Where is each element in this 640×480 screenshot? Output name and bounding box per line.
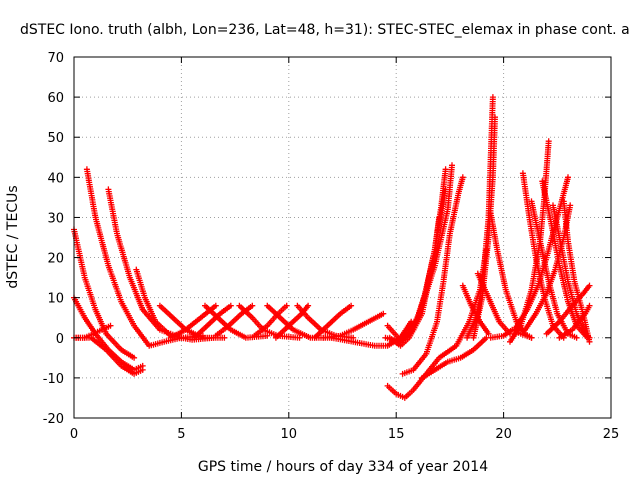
track-markers [519, 170, 567, 341]
x-tick-label: 25 [603, 427, 620, 442]
x-tick-label: 0 [70, 427, 78, 442]
track-markers [511, 174, 571, 333]
satellite-track [522, 202, 574, 333]
track-markers [474, 270, 513, 337]
satellite-track [511, 174, 571, 333]
track-markers [167, 302, 219, 341]
track-markers [556, 302, 593, 341]
satellite-track [556, 302, 593, 341]
y-tick-label: -10 [43, 372, 64, 387]
satellite-track [212, 302, 256, 339]
track-markers [83, 166, 185, 349]
satellite-track [399, 174, 466, 377]
y-tick-label: 20 [47, 252, 64, 267]
axes: 0 5 10 15 20 25 -20 -10 0 10 20 30 40 50 60 70 [43, 51, 620, 442]
satellite-track [543, 282, 593, 337]
track-markers [399, 174, 466, 377]
satellite-track [386, 186, 449, 349]
track-markers [212, 302, 256, 339]
track-markers [419, 334, 490, 381]
x-tick-label: 10 [281, 427, 298, 442]
track-markers [543, 282, 593, 337]
track-markers [311, 302, 355, 341]
y-tick-label: -20 [43, 412, 64, 427]
satellite-track [83, 166, 185, 349]
satellite-track [388, 162, 455, 345]
y-tick-label: 40 [47, 171, 64, 186]
x-tick-label: 15 [388, 427, 405, 442]
x-tick-label: 5 [177, 427, 185, 442]
y-tick-label: 50 [47, 131, 64, 146]
y-axis-label: dSTEC / TECUs [5, 185, 21, 288]
track-markers [388, 162, 455, 345]
satellite-track [474, 270, 513, 337]
track-markers [487, 210, 535, 341]
track-markers [386, 186, 449, 349]
track-markers [522, 202, 574, 333]
y-tick-label: 10 [47, 292, 64, 307]
y-tick-label: 30 [47, 211, 64, 226]
x-axis-label: GPS time / hours of day 334 of year 2014 [198, 459, 488, 475]
satellite-track [519, 170, 567, 341]
chart-title: dSTEC Iono. truth (albh, Lon=236, Lat=48… [20, 22, 630, 38]
satellite-track [419, 334, 490, 381]
x-tick-label: 20 [495, 427, 512, 442]
plot-frame [73, 56, 612, 419]
satellite-track [487, 210, 535, 341]
satellite-track [311, 302, 355, 341]
y-tick-label: 70 [47, 51, 64, 66]
y-tick-label: 60 [47, 91, 64, 106]
data-layer [71, 94, 593, 401]
y-tick-label: 0 [56, 332, 64, 347]
satellite-track [167, 302, 219, 341]
